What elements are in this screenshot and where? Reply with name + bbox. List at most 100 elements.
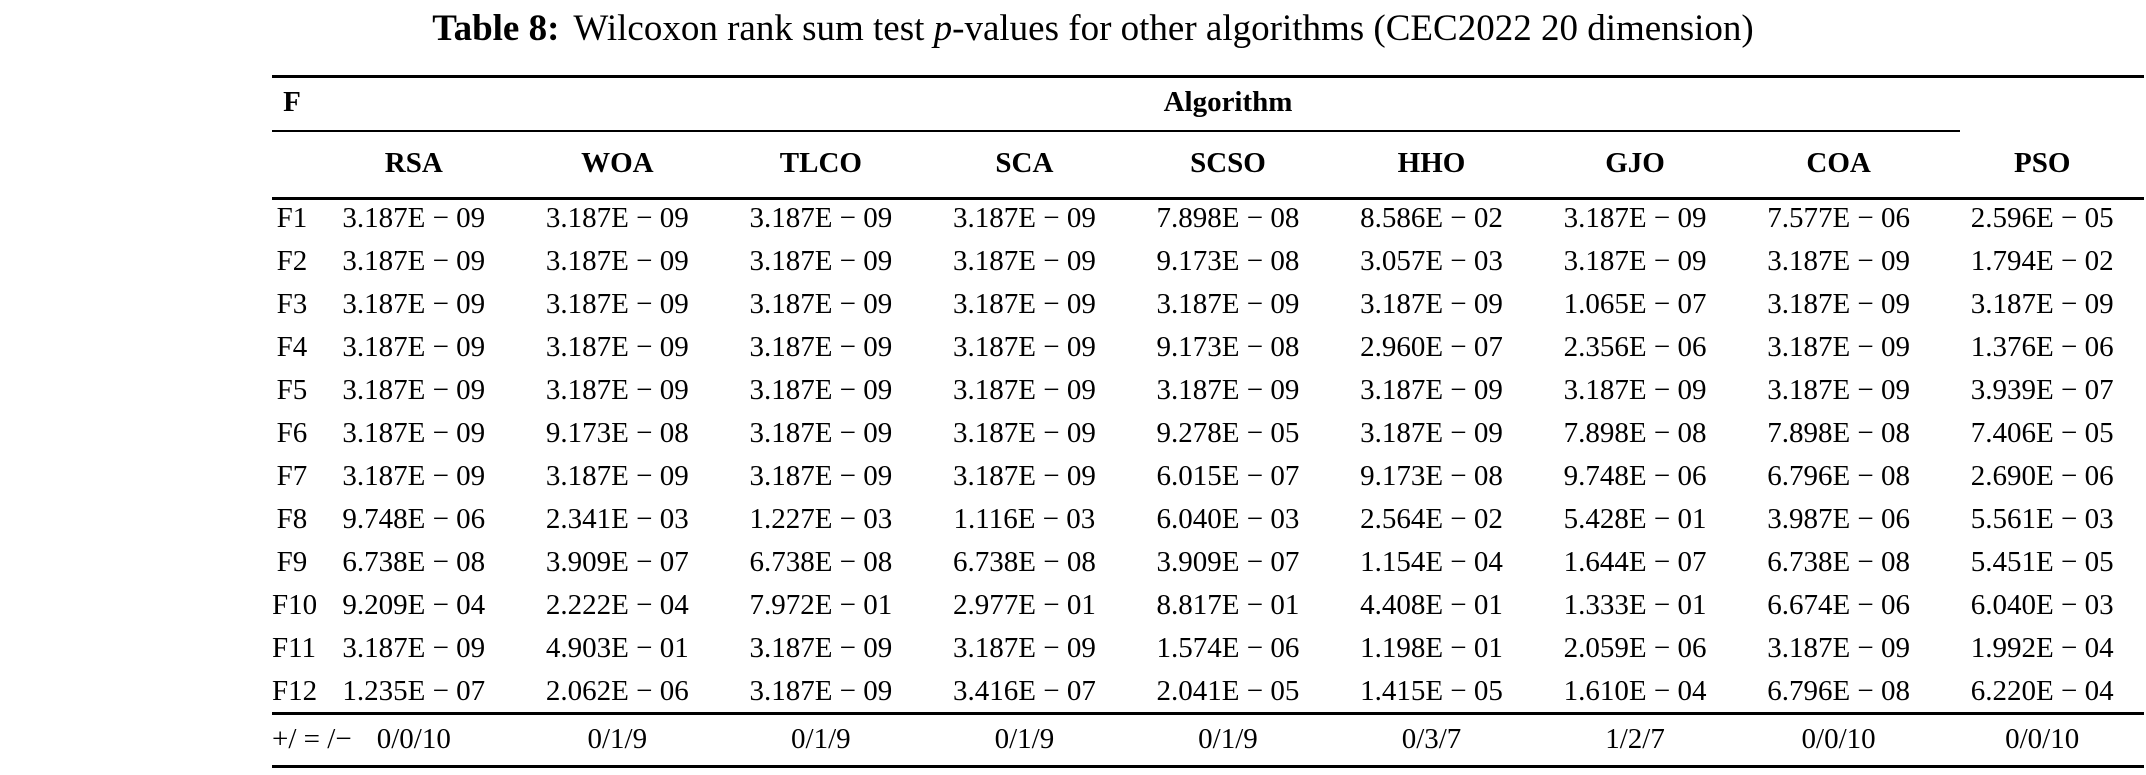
p-value-cell: 3.187E − 09 (749, 245, 893, 277)
p-value-cell: 6.796E − 08 (1767, 460, 1911, 492)
p-value-cell: 6.796E − 08 (1767, 675, 1911, 707)
p-value-cell: 3.187E − 09 (953, 417, 1096, 449)
p-value-cell: 1.992E − 04 (1970, 632, 2114, 664)
p-value-cell: 3.187E − 09 (749, 632, 893, 664)
p-value-cell: 3.187E − 09 (342, 632, 486, 664)
summary-value-cell: 0/0/10 (1801, 722, 1876, 755)
p-value-cell: 1.644E − 07 (1563, 546, 1707, 578)
p-value-cell: 6.040E − 03 (1970, 589, 2114, 621)
table-row: F3 3.187E − 09 3.187E − 09 3.187E − 09 3.187… (272, 283, 2144, 326)
algorithm-column-header: HHO (1397, 147, 1466, 179)
p-value-cell: 9.748E − 06 (1563, 460, 1707, 492)
p-value-cell: 9.173E − 08 (545, 417, 689, 449)
p-value-cell: 6.738E − 08 (1767, 546, 1911, 578)
p-value-cell: 3.187E − 09 (1360, 374, 1503, 406)
summary-value-cell: 0/0/10 (376, 722, 451, 755)
p-value-cell: 3.187E − 09 (749, 460, 893, 492)
p-value-cell: 4.408E − 01 (1360, 589, 1503, 621)
p-value-cell: 2.960E − 07 (1360, 331, 1503, 363)
p-value-cell: 3.187E − 09 (342, 417, 486, 449)
summary-value-cell: 1/2/7 (1605, 722, 1665, 755)
p-value-cell: 3.187E − 09 (342, 288, 486, 320)
table-row: F6 3.187E − 09 9.173E − 08 3.187E − 09 3.187… (272, 412, 2144, 455)
p-value-cell: 7.406E − 05 (1970, 417, 2114, 449)
table-row: F9 6.738E − 08 3.909E − 07 6.738E − 08 6.738… (272, 541, 2144, 584)
empty-header-cell (272, 130, 312, 197)
p-value-cell: 7.577E − 06 (1767, 202, 1911, 234)
p-value-cell: 6.015E − 07 (1156, 460, 1300, 492)
p-value-cell: 6.674E − 06 (1767, 589, 1911, 621)
algorithm-column-header: PSO (2013, 147, 2071, 179)
p-value-cell: 3.187E − 09 (545, 202, 689, 234)
p-value-cell: 3.187E − 09 (1767, 632, 1911, 664)
p-value-cell: 3.187E − 09 (1360, 288, 1503, 320)
summary-label: +/ = /− (272, 722, 352, 755)
rule-under-column-headers (272, 197, 2144, 200)
rule-under-group-header (272, 130, 1960, 132)
p-value-cell: 3.187E − 09 (1767, 288, 1911, 320)
table-row: F7 3.187E − 09 3.187E − 09 3.187E − 09 3.187… (272, 455, 2144, 498)
p-value-cell: 3.187E − 09 (1563, 202, 1707, 234)
p-value-cell: 5.451E − 05 (1970, 546, 2114, 578)
p-value-cell: 6.040E − 03 (1156, 503, 1300, 535)
caption-label: Table 8: (432, 8, 560, 49)
p-value-cell: 3.939E − 07 (1970, 374, 2114, 406)
summary-value-cell: 0/1/9 (1198, 722, 1258, 755)
p-value-cell: 1.198E − 01 (1360, 632, 1503, 664)
function-label: F12 (272, 675, 318, 707)
group-header-row: F Algorithm (272, 75, 2144, 130)
p-value-cell: 6.738E − 08 (749, 546, 893, 578)
p-value-cell: 4.903E − 01 (545, 632, 689, 664)
p-value-cell: 2.041E − 05 (1156, 675, 1300, 707)
p-value-cell: 1.227E − 03 (749, 503, 893, 535)
rule-top (272, 75, 2144, 78)
p-value-cell: 3.416E − 07 (953, 675, 1096, 707)
p-value-cell: 9.748E − 06 (342, 503, 486, 535)
p-value-cell: 3.187E − 09 (342, 202, 486, 234)
algorithm-header-row: RSA WOA TLCO SCA SCSO HHO GJO COA PSO (272, 130, 2144, 197)
algorithm-group-header: Algorithm (1163, 86, 1293, 118)
summary-value-cell: 0/3/7 (1401, 722, 1462, 755)
function-label: F5 (276, 374, 308, 406)
p-value-cell: 3.187E − 09 (545, 331, 689, 363)
p-value-cell: 3.187E − 09 (1360, 417, 1503, 449)
p-value-cell: 3.187E − 09 (342, 331, 486, 363)
p-value-cell: 1.794E − 02 (1970, 245, 2114, 277)
algorithm-column-header: GJO (1605, 147, 1665, 179)
caption-text-pre: Wilcoxon rank sum test (573, 8, 934, 49)
algorithm-column-header: SCSO (1190, 147, 1266, 179)
algorithm-column-header: WOA (581, 147, 654, 179)
p-value-cell: 1.610E − 04 (1563, 675, 1707, 707)
p-value-cell: 6.220E − 04 (1970, 675, 2114, 707)
p-value-cell: 3.187E − 09 (749, 374, 893, 406)
f-column-header: F (283, 86, 301, 118)
p-value-cell: 3.187E − 09 (342, 460, 486, 492)
table-row: F11 3.187E − 09 4.903E − 01 3.187E − 09 3.18… (272, 627, 2144, 670)
p-value-cell: 8.586E − 02 (1360, 202, 1503, 234)
function-label: F4 (276, 331, 308, 363)
function-label: F3 (276, 288, 308, 320)
pvalue-table: F Algorithm RSA WOA TLCO SCA SCSO HHO GJO COA PS… (272, 75, 2144, 765)
table-row: F4 3.187E − 09 3.187E − 09 3.187E − 09 3.187… (272, 326, 2144, 369)
p-value-cell: 3.187E − 09 (749, 417, 893, 449)
algorithm-column-header: RSA (384, 147, 443, 179)
p-value-cell: 3.187E − 09 (953, 245, 1096, 277)
p-value-cell: 9.173E − 08 (1156, 331, 1300, 363)
p-value-cell: 3.187E − 09 (749, 288, 893, 320)
p-value-cell: 2.977E − 01 (953, 589, 1096, 621)
algorithm-column-header: COA (1806, 147, 1871, 179)
p-value-cell: 7.898E − 08 (1156, 202, 1300, 234)
p-value-cell: 1.235E − 07 (342, 675, 486, 707)
algorithm-column-header: SCA (995, 147, 1054, 179)
table-body: F1 3.187E − 09 3.187E − 09 3.187E − 09 3.187… (272, 197, 2144, 713)
p-value-cell: 1.376E − 06 (1970, 331, 2114, 363)
p-value-cell: 1.574E − 06 (1156, 632, 1300, 664)
p-value-cell: 1.116E − 03 (953, 503, 1096, 535)
p-value-cell: 3.057E − 03 (1360, 245, 1503, 277)
p-value-cell: 3.187E − 09 (1563, 245, 1707, 277)
p-value-cell: 2.564E − 02 (1360, 503, 1503, 535)
summary-body: +/ = /− 0/0/10 0/1/9 0/1/9 0/1/9 0/1/9 0/3/7 1… (272, 713, 2144, 765)
function-label: F6 (276, 417, 308, 449)
p-value-cell: 3.187E − 09 (1767, 331, 1911, 363)
p-value-cell: 3.187E − 09 (953, 374, 1096, 406)
